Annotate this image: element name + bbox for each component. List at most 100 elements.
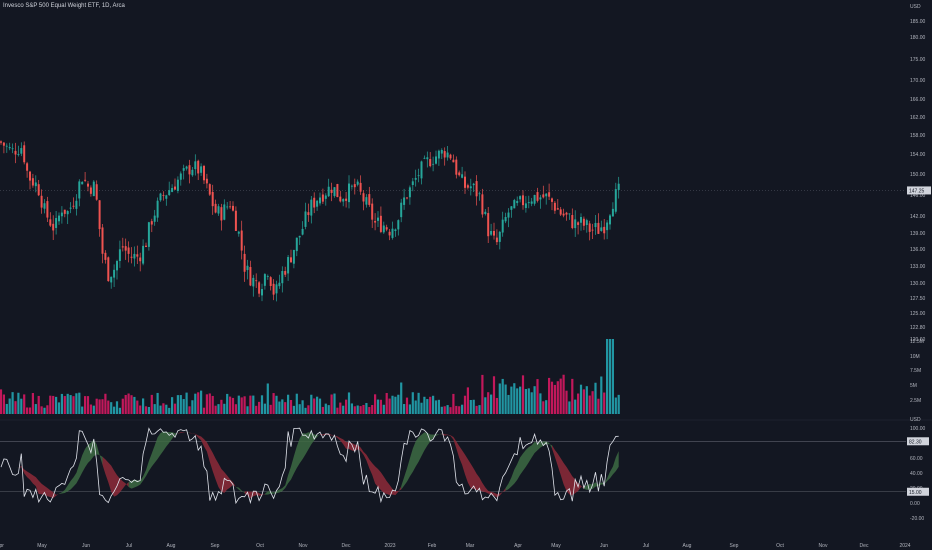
- candle[interactable]: [504, 212, 507, 224]
- candle[interactable]: [330, 182, 333, 202]
- candle[interactable]: [197, 159, 200, 181]
- candle[interactable]: [524, 196, 527, 213]
- candle[interactable]: [420, 160, 423, 185]
- candle[interactable]: [594, 214, 597, 235]
- candle[interactable]: [17, 145, 20, 157]
- candle[interactable]: [118, 240, 121, 268]
- candle[interactable]: [391, 221, 394, 240]
- candle[interactable]: [156, 197, 159, 222]
- candle[interactable]: [582, 216, 585, 231]
- candle[interactable]: [426, 151, 429, 168]
- candle[interactable]: [556, 199, 559, 210]
- candle[interactable]: [124, 238, 127, 260]
- candle[interactable]: [121, 237, 124, 252]
- candle[interactable]: [571, 208, 574, 230]
- candle[interactable]: [153, 209, 156, 226]
- candle[interactable]: [58, 212, 60, 225]
- candle[interactable]: [145, 242, 147, 248]
- candle[interactable]: [466, 183, 469, 190]
- candle[interactable]: [43, 199, 46, 214]
- candle[interactable]: [429, 152, 432, 168]
- candle[interactable]: [458, 170, 461, 177]
- candle[interactable]: [536, 187, 539, 203]
- candle[interactable]: [437, 149, 440, 166]
- candle[interactable]: [348, 175, 350, 209]
- candle[interactable]: [382, 221, 385, 234]
- candle[interactable]: [101, 224, 104, 264]
- candle[interactable]: [553, 200, 556, 214]
- candle[interactable]: [78, 179, 81, 207]
- candle[interactable]: [49, 212, 52, 227]
- candle[interactable]: [478, 191, 481, 201]
- candle[interactable]: [208, 183, 211, 196]
- candle[interactable]: [603, 219, 606, 240]
- candle[interactable]: [275, 280, 278, 302]
- candle[interactable]: [176, 176, 179, 194]
- candle[interactable]: [211, 184, 214, 215]
- candle[interactable]: [26, 161, 29, 178]
- candle[interactable]: [229, 201, 232, 209]
- candle[interactable]: [232, 201, 234, 212]
- candle[interactable]: [435, 150, 437, 165]
- candle[interactable]: [493, 222, 495, 240]
- candle[interactable]: [545, 193, 548, 205]
- candle[interactable]: [249, 260, 252, 287]
- candle[interactable]: [8, 142, 11, 151]
- candle[interactable]: [46, 196, 49, 223]
- candle[interactable]: [371, 198, 374, 228]
- candle[interactable]: [324, 193, 327, 206]
- candle[interactable]: [484, 209, 487, 216]
- candle[interactable]: [98, 200, 101, 237]
- candle[interactable]: [585, 218, 588, 233]
- candle[interactable]: [342, 198, 345, 207]
- candle[interactable]: [432, 156, 435, 172]
- candle[interactable]: [110, 276, 113, 289]
- candle[interactable]: [55, 210, 58, 235]
- candle[interactable]: [261, 283, 263, 302]
- candle[interactable]: [69, 202, 72, 214]
- candle[interactable]: [159, 192, 162, 202]
- candle[interactable]: [374, 213, 377, 231]
- candle[interactable]: [411, 177, 414, 192]
- candle[interactable]: [475, 175, 478, 206]
- candle[interactable]: [14, 142, 17, 164]
- candle[interactable]: [95, 180, 98, 201]
- candle[interactable]: [139, 252, 142, 272]
- candle[interactable]: [87, 180, 89, 192]
- candle[interactable]: [394, 228, 397, 237]
- candle[interactable]: [223, 199, 226, 221]
- candle[interactable]: [246, 259, 249, 280]
- candle[interactable]: [333, 187, 336, 198]
- candle[interactable]: [31, 173, 34, 188]
- candle[interactable]: [574, 210, 577, 237]
- candle[interactable]: [20, 142, 23, 157]
- candle[interactable]: [84, 172, 87, 183]
- candle[interactable]: [403, 188, 406, 210]
- candle[interactable]: [400, 198, 403, 223]
- candle[interactable]: [130, 247, 133, 264]
- candle[interactable]: [530, 197, 533, 207]
- candle[interactable]: [319, 192, 321, 206]
- candle[interactable]: [336, 183, 339, 198]
- candle[interactable]: [203, 164, 205, 184]
- candle[interactable]: [40, 189, 43, 214]
- candle[interactable]: [60, 206, 63, 224]
- candle[interactable]: [588, 220, 591, 241]
- candle[interactable]: [278, 274, 281, 289]
- candle[interactable]: [298, 235, 301, 245]
- candle[interactable]: [385, 224, 388, 232]
- candle[interactable]: [580, 213, 582, 231]
- candle[interactable]: [37, 179, 40, 197]
- candle[interactable]: [516, 196, 519, 206]
- candle[interactable]: [617, 176, 620, 199]
- candle[interactable]: [368, 186, 371, 207]
- candle[interactable]: [272, 279, 275, 301]
- candle[interactable]: [147, 221, 150, 251]
- candle[interactable]: [490, 223, 493, 236]
- candle[interactable]: [113, 264, 116, 287]
- candle[interactable]: [501, 211, 504, 237]
- candle[interactable]: [455, 156, 458, 179]
- candle[interactable]: [142, 239, 145, 266]
- candle[interactable]: [568, 213, 571, 220]
